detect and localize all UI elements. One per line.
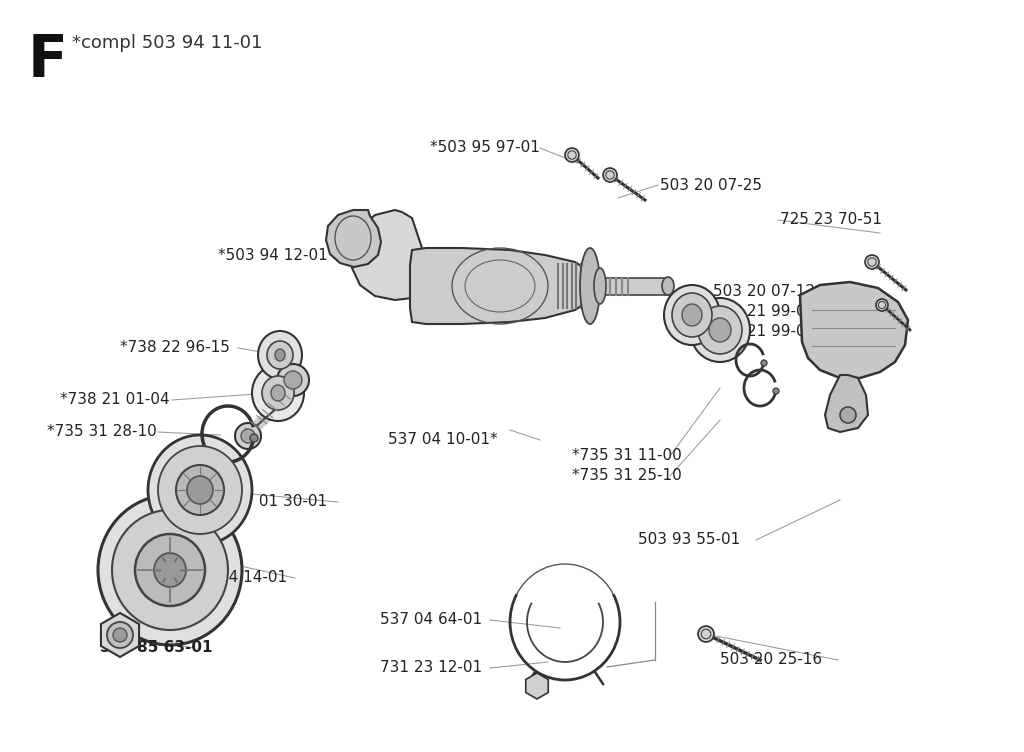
Ellipse shape	[664, 285, 720, 345]
Circle shape	[284, 371, 302, 389]
Polygon shape	[101, 613, 139, 657]
Text: 537 04 64-01: 537 04 64-01	[380, 612, 482, 627]
Ellipse shape	[176, 465, 224, 515]
Text: 537 01 30-01: 537 01 30-01	[225, 495, 327, 510]
Ellipse shape	[187, 476, 213, 504]
Text: 503 93 55-01: 503 93 55-01	[638, 532, 740, 547]
Ellipse shape	[709, 318, 731, 342]
Text: 738 21 99-01*: 738 21 99-01*	[713, 325, 823, 339]
Ellipse shape	[158, 446, 242, 534]
Circle shape	[241, 429, 255, 443]
Text: *503 95 97-01: *503 95 97-01	[430, 141, 540, 156]
Ellipse shape	[112, 510, 228, 630]
Polygon shape	[410, 248, 590, 324]
Ellipse shape	[258, 331, 302, 379]
Ellipse shape	[271, 385, 285, 401]
Text: *738 21 01-04: *738 21 01-04	[60, 393, 170, 408]
Circle shape	[234, 423, 261, 449]
Text: 537 04 10-01*: 537 04 10-01*	[388, 432, 498, 447]
Text: *735 31 25-10: *735 31 25-10	[572, 468, 682, 484]
Circle shape	[113, 628, 127, 642]
Text: *compl 503 94 11-01: *compl 503 94 11-01	[72, 34, 262, 52]
Text: *503 94 12-01: *503 94 12-01	[218, 247, 328, 262]
Ellipse shape	[262, 376, 294, 410]
Ellipse shape	[698, 306, 742, 354]
Ellipse shape	[98, 495, 242, 645]
Circle shape	[250, 434, 258, 442]
Polygon shape	[825, 375, 868, 432]
Ellipse shape	[662, 277, 674, 295]
Ellipse shape	[594, 268, 606, 304]
Ellipse shape	[267, 341, 293, 369]
Circle shape	[278, 364, 309, 396]
Ellipse shape	[690, 298, 750, 362]
Circle shape	[773, 388, 779, 394]
Text: 731 23 12-01: 731 23 12-01	[380, 660, 482, 675]
Circle shape	[106, 622, 133, 648]
Text: 503 20 07-12: 503 20 07-12	[713, 284, 815, 299]
Circle shape	[565, 148, 579, 162]
Ellipse shape	[672, 293, 712, 337]
Circle shape	[761, 360, 767, 366]
Text: *738 22 96-15: *738 22 96-15	[120, 341, 229, 356]
Text: *735 31 11-00: *735 31 11-00	[572, 448, 682, 463]
Circle shape	[532, 681, 542, 691]
Ellipse shape	[275, 349, 285, 361]
Circle shape	[865, 255, 879, 269]
Text: 738 21 99-00*: 738 21 99-00*	[713, 305, 823, 320]
Polygon shape	[352, 210, 430, 300]
Circle shape	[840, 407, 856, 423]
Circle shape	[876, 299, 888, 311]
Circle shape	[527, 676, 547, 696]
Text: F: F	[28, 32, 68, 89]
Circle shape	[603, 168, 617, 182]
Ellipse shape	[252, 365, 304, 421]
Text: 503 20 25-16: 503 20 25-16	[720, 653, 822, 668]
Text: 725 23 70-51: 725 23 70-51	[780, 213, 882, 228]
Text: *735 31 28-10: *735 31 28-10	[47, 424, 157, 439]
Polygon shape	[800, 282, 908, 378]
Text: 503 94 14-01: 503 94 14-01	[185, 571, 287, 586]
Polygon shape	[525, 673, 548, 699]
Ellipse shape	[135, 534, 205, 606]
Ellipse shape	[154, 553, 186, 587]
Ellipse shape	[580, 248, 600, 324]
Ellipse shape	[148, 435, 252, 545]
Circle shape	[698, 626, 714, 642]
Text: 503 85 63-01: 503 85 63-01	[100, 641, 213, 656]
Ellipse shape	[682, 304, 702, 326]
Text: 503 20 07-25: 503 20 07-25	[660, 177, 762, 193]
Polygon shape	[326, 210, 381, 267]
